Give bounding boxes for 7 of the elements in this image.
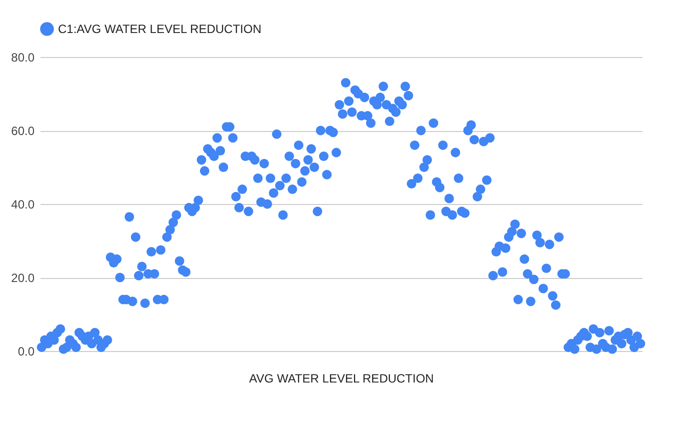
y-tick-label: 40.0 [11,198,35,212]
y-tick-label: 20.0 [11,271,35,285]
x-axis-title: AVG WATER LEVEL REDUCTION [249,372,434,386]
y-tick-label: 0.0 [18,344,35,358]
legend-label: C1:AVG WATER LEVEL REDUCTION [58,22,262,36]
y-tick-label: 60.0 [11,124,35,138]
y-tick-label: 80.0 [11,50,35,64]
